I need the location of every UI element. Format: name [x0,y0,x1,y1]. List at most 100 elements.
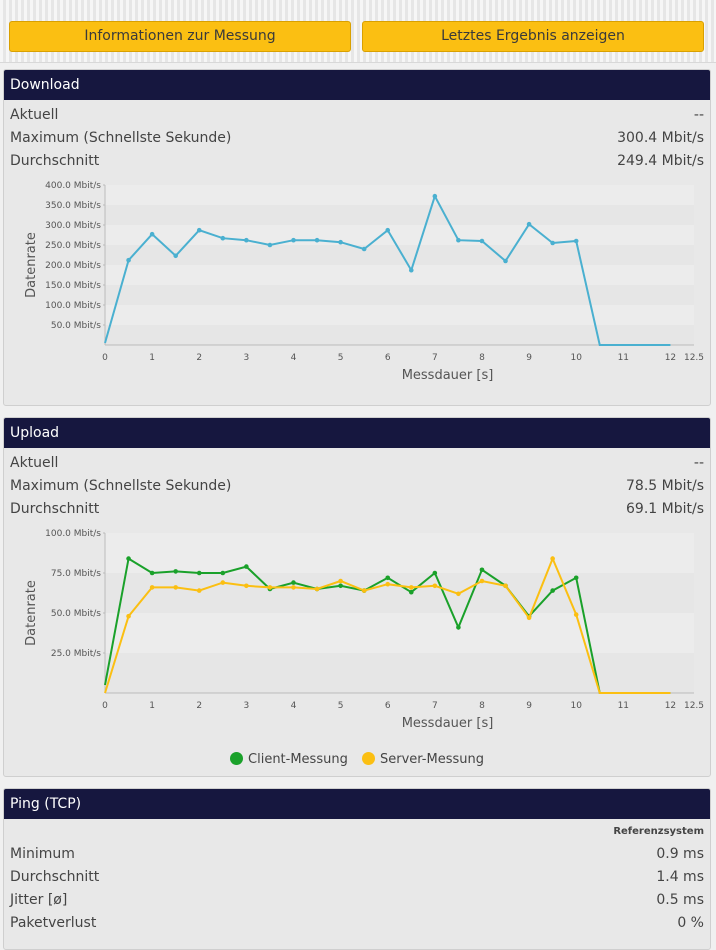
y-tick-label: 25.0 Mbit/s [51,649,101,659]
data-point [361,246,367,252]
x-tick-label: 11 [618,701,629,711]
data-point [550,556,555,561]
y-tick-label: 350.0 Mbit/s [45,201,101,211]
x-tick-label: 12.5 [684,701,704,711]
grid-band [105,185,694,205]
x-axis-label: Messdauer [s] [402,368,494,383]
data-point [196,588,202,593]
download-row-current: Aktuell -- [4,104,710,127]
x-tick-label: 8 [479,701,485,711]
x-tick-label: 7 [432,701,438,711]
x-tick-label: 12 [665,701,676,711]
x-tick-label: 9 [526,701,532,711]
x-tick-label: 0 [102,353,108,363]
data-point [244,583,249,589]
data-point [173,585,178,590]
data-point [220,235,226,241]
upload-card: Upload Aktuell -- Maximum (Schnellste Se… [3,417,711,777]
row-value: 1.4 ms [656,869,704,885]
data-point [126,257,131,263]
grid-band [105,285,694,305]
data-point [385,227,391,233]
x-tick-label: 12.5 [684,353,704,363]
download-chart: 50.0 Mbit/s 100.0 Mbit/s 150.0 Mbit/s 200.0… [24,181,704,383]
x-tick-label: 3 [243,353,249,363]
y-tick-label: 100.0 Mbit/s [45,301,101,311]
data-point [385,575,391,581]
row-value: 0 % [677,915,704,931]
data-point [361,588,367,593]
upload-legend: Client-Messung Server-Messung [4,752,710,767]
legend-label: Server-Messung [379,752,484,767]
y-tick-label: 300.0 Mbit/s [45,221,101,231]
data-point [408,585,414,590]
x-tick-label: 4 [291,701,297,711]
data-point [314,237,320,243]
data-point [408,589,414,595]
y-tick-label: 200.0 Mbit/s [45,261,101,271]
legend-item-server[interactable]: Server-Messung [361,752,484,767]
x-tick-label: 5 [338,353,344,363]
x-tick-label: 5 [338,701,344,711]
x-tick-label: 1 [149,701,155,711]
data-point [267,585,273,590]
x-tick-label: 6 [385,701,391,711]
data-point [526,615,532,621]
ping-row-avg: Durchschnitt 1.4 ms [4,866,710,889]
grid-band [105,205,694,225]
row-label: Maximum (Schnellste Sekunde) [10,478,232,494]
upload-row-avg: Durchschnitt 69.1 Mbit/s [4,498,710,521]
grid-band [105,265,694,285]
row-label: Aktuell [10,455,59,471]
y-axis-label: Datenrate [24,232,39,298]
reference-system-header: Referenzsystem [613,826,704,837]
grid-band [105,613,694,653]
x-tick-label: 2 [196,701,202,711]
y-tick-label: 100.0 Mbit/s [45,529,101,539]
x-tick-label: 11 [618,353,629,363]
grid-band [105,573,694,613]
row-label: Maximum (Schnellste Sekunde) [10,130,232,146]
last-result-button[interactable]: Letztes Ergebnis anzeigen [362,21,704,52]
data-point [126,556,131,561]
x-tick-label: 10 [570,353,582,363]
row-label: Aktuell [10,107,59,123]
data-point [149,231,155,237]
upload-title: Upload [4,418,710,448]
upload-row-max: Maximum (Schnellste Sekunde) 78.5 Mbit/s [4,475,710,498]
data-point [479,567,485,573]
row-value: 0.5 ms [656,892,704,908]
x-tick-label: 6 [385,353,391,363]
grid-band [105,653,694,693]
row-label: Durchschnitt [10,501,100,517]
legend-label: Client-Messung [248,752,348,767]
row-value: 249.4 Mbit/s [617,153,704,169]
x-tick-label: 10 [570,701,582,711]
row-label: Paketverlust [10,915,97,931]
x-tick-label: 4 [291,353,297,363]
y-axis-label: Datenrate [24,580,39,646]
data-point [503,258,508,264]
y-tick-label: 50.0 Mbit/s [51,609,101,619]
data-point [456,237,461,243]
data-point [338,583,343,589]
x-tick-label: 7 [432,353,438,363]
grid-band [105,325,694,345]
data-point [526,221,532,227]
data-point [432,570,438,576]
ping-row-loss: Paketverlust 0 % [4,912,710,935]
data-point [338,239,343,245]
ping-row-min: Minimum 0.9 ms [4,843,710,866]
info-button[interactable]: Informationen zur Messung [9,21,351,52]
data-point [126,613,131,619]
ping-row-jitter: Jitter [ø] 0.5 ms [4,889,710,912]
legend-item-client[interactable]: Client-Messung [230,752,348,767]
data-point [573,612,579,617]
row-value: 0.9 ms [656,846,704,862]
legend-dot-icon [361,752,375,765]
data-point [267,242,273,248]
data-point [291,237,296,243]
data-point [291,580,296,585]
grid-band [105,245,694,265]
x-tick-label: 9 [526,353,532,363]
